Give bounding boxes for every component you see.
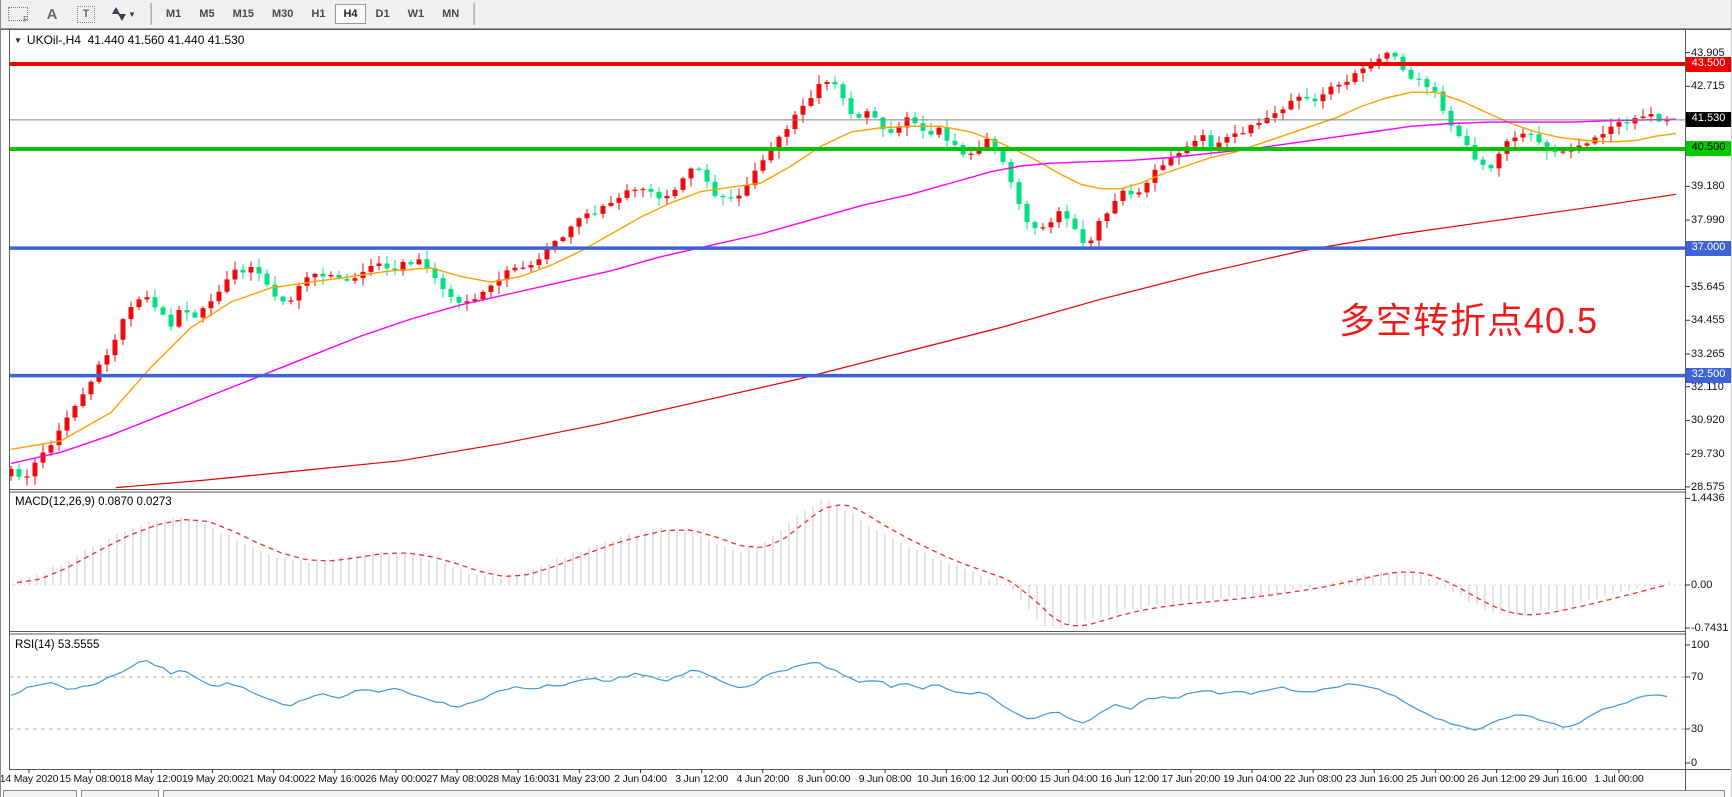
price-axis-label: 42.715 (1691, 80, 1725, 93)
price-tag-40.500: 40.500 (1686, 141, 1731, 157)
timeframe-button-m5[interactable]: M5 (199, 8, 215, 20)
macd-pane (9, 499, 1685, 629)
grid-f-letter: F (23, 15, 28, 24)
date-axis-label: 15 Jun 04:00 (1039, 773, 1098, 785)
text-box-t-button[interactable]: T (71, 2, 101, 26)
level-lines (9, 62, 1685, 378)
price-tag-41.530: 41.530 (1686, 112, 1731, 128)
date-axis-label: 22 May 16:00 (304, 773, 366, 785)
ma-slow-red (115, 193, 1677, 489)
timeframe-button-m15[interactable]: M15 (232, 8, 254, 20)
date-axis-label: 22 Jun 08:00 (1283, 773, 1343, 785)
date-axis-label: 26 Jun 12:00 (1467, 773, 1526, 785)
text-label-a-button[interactable]: A (37, 2, 67, 26)
collapse-triangle-icon[interactable]: ▼ (14, 36, 22, 45)
price-axis-label: 37.990 (1691, 214, 1725, 227)
toolbar-separator (150, 3, 152, 25)
ma-mid-magenta (10, 118, 1677, 465)
price-axis-label: 39.180 (1691, 180, 1725, 193)
date-axis-label: 21 May 04:00 (242, 773, 305, 785)
price-axis-label: 32.110 (1691, 380, 1724, 393)
date-axis-label: 28 May 16:00 (487, 773, 549, 785)
ma-fast-orange (10, 91, 1677, 450)
rsi-axis-label: 100 (1691, 639, 1710, 651)
date-axis-label: 27 May 08:00 (426, 773, 488, 785)
price-tag-32.500: 32.500 (1686, 368, 1731, 384)
price-axis-label: 43.905 (1691, 46, 1725, 59)
macd-indicator-label: MACD(12,26,9) 0.0870 0.0273 (15, 496, 172, 508)
date-axis-label: 17 Jun 20:00 (1161, 773, 1221, 785)
ohlc-values: 41.440 41.560 41.440 41.530 (87, 33, 245, 47)
t-icon: T (77, 5, 95, 23)
timeframe-button-h1[interactable]: H1 (311, 8, 326, 20)
price-tag-43.500: 43.500 (1686, 56, 1731, 72)
timeframe-button-mn[interactable]: MN (442, 8, 460, 20)
date-axis-label: 4 Jun 20:00 (736, 773, 790, 785)
timeframe-button-d1[interactable]: D1 (375, 8, 390, 20)
chevron-down-icon[interactable]: ▼ (128, 9, 136, 19)
cycle-arrows-button[interactable]: ▼ (105, 2, 143, 26)
chinese-annotation-text: 多空转折点40.5 (1339, 300, 1599, 341)
date-axis-scale[interactable] (9, 770, 1685, 790)
rsi-indicator-label: RSI(14) 53.5555 (15, 639, 100, 651)
bottom-tab[interactable] (3, 790, 77, 797)
date-axis-label: 15 May 08:00 (59, 773, 121, 785)
candles-layer (9, 51, 1670, 486)
toolbar: F A T ▼ M1 M5 M15 M30 H1 H4 D1 W1 MN (1, 0, 1731, 29)
timeframe-toolbar: M1 M5 M15 M30 H1 H4 D1 W1 MN (157, 0, 468, 28)
date-axis-label: 8 Jun 00:00 (797, 773, 851, 785)
date-axis-label: 29 Jun 16:00 (1528, 773, 1588, 785)
date-axis-label: 12 Jun 00:00 (978, 773, 1037, 785)
date-axis-label: 31 May 23:00 (548, 773, 610, 785)
date-axis-label: 1 Jul 00:00 (1594, 773, 1644, 785)
price-axis-label: 29.730 (1691, 448, 1725, 461)
rsi-pane (9, 660, 1685, 731)
macd-axis-label: 1.4436 (1691, 492, 1725, 505)
up-down-arrows-icon (112, 7, 127, 21)
rsi-axis-label: 70 (1691, 671, 1704, 683)
price-axis-label: 30.920 (1691, 414, 1725, 427)
rsi-line (10, 660, 1668, 731)
date-axis-label: 19 May 20:00 (181, 773, 244, 785)
bottom-tab[interactable] (81, 790, 159, 797)
grid-icon: F (8, 7, 28, 24)
a-icon: A (46, 5, 58, 23)
price-axis-label: 35.645 (1691, 280, 1725, 293)
date-axis-label: 25 Jun 00:00 (1406, 773, 1465, 785)
date-axis-label: 16 Jun 12:00 (1100, 773, 1160, 785)
date-axis-label: 10 Jun 16:00 (917, 773, 976, 785)
dotted-grid-f-icon[interactable]: F (3, 2, 33, 26)
symbol-timeframe: UKOil-,H4 (26, 33, 81, 47)
date-axis-label: 2 Jun 04:00 (614, 773, 667, 785)
rsi-axis-label: 30 (1691, 723, 1704, 735)
toolbar-separator (473, 3, 476, 25)
price-axis-label: 34.455 (1691, 314, 1725, 327)
date-axis-label: 9 Jun 08:00 (858, 773, 912, 785)
date-axis-label: 14 May 2020 (0, 773, 59, 785)
rsi-axis-label: 0 (1691, 757, 1698, 769)
timeframe-button-m1[interactable]: M1 (166, 8, 182, 20)
price-tag-37.000: 37.000 (1686, 240, 1731, 256)
pane-borders (1, 29, 1731, 790)
macd-signal-line (16, 504, 1666, 627)
price-axis-label: 33.265 (1691, 347, 1725, 360)
timeframe-button-m30[interactable]: M30 (271, 8, 294, 20)
timeframe-button-w1[interactable]: W1 (407, 8, 425, 20)
macd-axis-label: 0.00 (1691, 579, 1713, 591)
date-axis-label: 23 Jun 16:00 (1345, 773, 1404, 785)
timeframe-button-h4[interactable]: H4 (335, 4, 366, 24)
date-axis-label: 3 Jun 12:00 (675, 773, 728, 785)
date-axis-label: 19 Jun 04:00 (1222, 773, 1282, 785)
bottom-tab[interactable] (163, 790, 1725, 797)
date-axis-label: 18 May 12:00 (120, 773, 182, 785)
date-axis-label: 26 May 00:00 (365, 773, 427, 785)
macd-axis-label: -0.7431 (1691, 622, 1729, 634)
price-axis-label: 28.575 (1691, 480, 1725, 493)
chart-title: ▼ UKOil-,H4 41.440 41.560 41.440 41.530 (14, 33, 244, 47)
